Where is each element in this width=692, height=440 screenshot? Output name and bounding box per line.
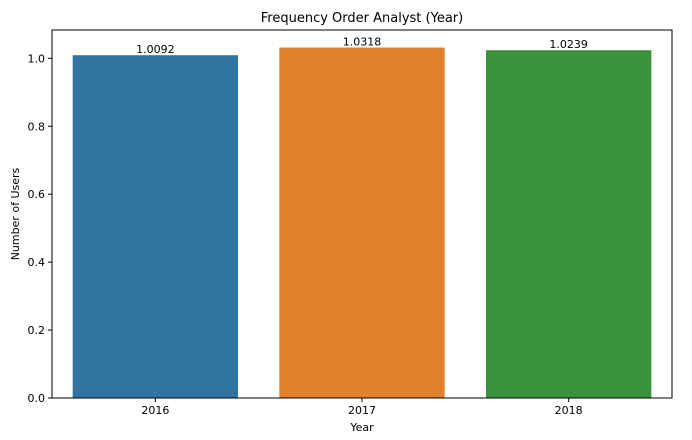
x-tick-label-2016: 2016: [141, 404, 169, 417]
y-tick-label-4: 0.8: [28, 120, 46, 133]
y-tick-label-0: 0.0: [28, 392, 46, 405]
chart-title: Frequency Order Analyst (Year): [261, 11, 463, 26]
y-tick-label-2: 0.4: [28, 256, 46, 269]
data-label-2016: 1.0092: [136, 43, 175, 56]
bar-2018: [486, 50, 652, 398]
y-tick-label-5: 1.0: [28, 52, 46, 65]
y-axis-label: Number of Users: [9, 167, 22, 260]
plot-area: 1.0092 2016 1.0318 2017 1.0239 2018 0.0 0.2 0.4 0…: [28, 29, 673, 417]
y-tick-label-1: 0.2: [28, 324, 46, 337]
data-label-2018: 1.0239: [549, 38, 588, 51]
plot-frame: [51, 29, 673, 399]
data-label-2017: 1.0318: [343, 36, 382, 49]
bar-2017: [279, 47, 445, 399]
y-tick-label-3: 0.6: [28, 188, 46, 201]
bar-2016: [72, 55, 239, 399]
x-tick-label-2018: 2018: [555, 404, 583, 417]
x-tick-label-2017: 2017: [348, 404, 376, 417]
x-axis-label: Year: [349, 421, 374, 434]
